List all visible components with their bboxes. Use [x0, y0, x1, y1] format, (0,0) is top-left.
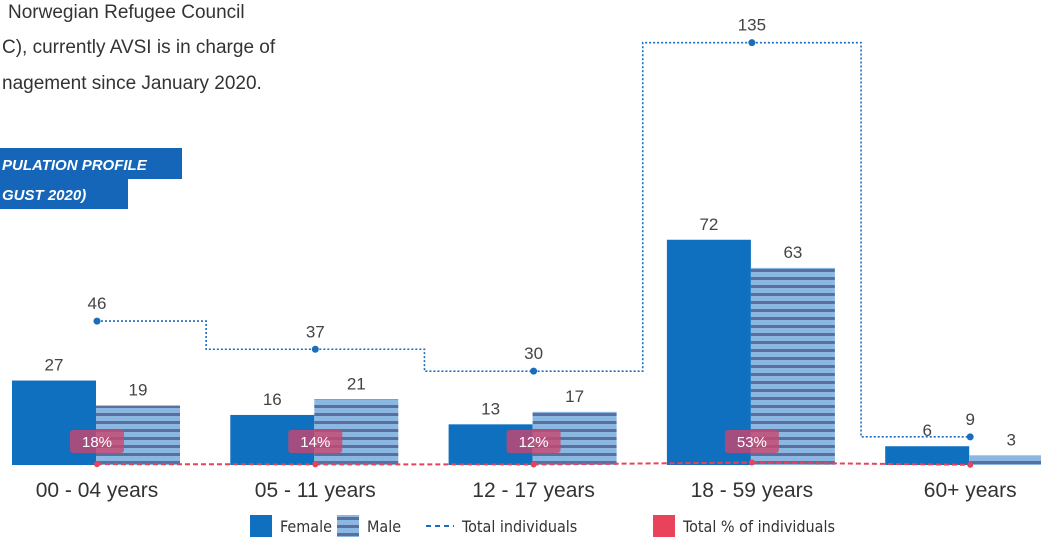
total-point	[966, 433, 974, 441]
percent-point	[530, 461, 537, 468]
value-label: 21	[347, 374, 366, 393]
legend-label: Total individuals	[461, 517, 577, 536]
percent-label: 53%	[737, 434, 767, 451]
total-label: 135	[738, 16, 766, 35]
header-box	[0, 179, 128, 209]
female-bar	[666, 239, 751, 465]
paragraph-line: C), currently AVSI is in charge of	[2, 37, 276, 58]
percent-line	[751, 461, 971, 466]
percent-label: 18%	[82, 434, 112, 451]
legend-swatch	[337, 515, 359, 537]
header-text: GUST 2020)	[2, 187, 86, 204]
x-tick-label: 12 - 17 years	[472, 479, 595, 502]
percent-point	[748, 459, 755, 466]
total-step-line	[97, 320, 316, 351]
value-label: 63	[783, 243, 802, 262]
total-step-line	[533, 41, 752, 372]
value-label: 3	[1006, 431, 1015, 450]
total-label: 30	[524, 344, 543, 363]
value-label: 17	[565, 387, 584, 406]
total-point	[530, 367, 538, 375]
value-label: 6	[922, 421, 931, 440]
total-label: 46	[88, 294, 107, 313]
paragraph-line: Norwegian Refugee Council	[8, 2, 245, 23]
male-bar	[969, 455, 1041, 465]
header-text: PULATION PROFILE	[2, 157, 148, 174]
legend-label: Female	[280, 517, 332, 536]
value-label: 72	[699, 215, 718, 234]
total-point	[311, 345, 319, 353]
value-label: 27	[45, 356, 64, 375]
percent-point	[967, 461, 974, 468]
female-bar	[885, 446, 970, 465]
legend-label: Male	[367, 517, 401, 536]
x-tick-label: 18 - 59 years	[691, 479, 814, 502]
header-box	[0, 148, 182, 179]
x-tick-label: 60+ years	[924, 479, 1017, 502]
x-tick-label: 05 - 11 years	[255, 479, 376, 502]
x-tick-label: 00 - 04 years	[36, 479, 159, 502]
total-point	[93, 317, 101, 325]
percent-label-box	[70, 430, 124, 453]
percent-label-box	[506, 430, 561, 453]
total-label: 9	[965, 410, 974, 429]
percent-line	[533, 461, 752, 466]
legend-swatch	[653, 515, 675, 537]
total-point	[748, 39, 756, 47]
legend-swatch	[250, 515, 272, 537]
total-step-line	[751, 41, 971, 438]
value-label: 13	[481, 399, 500, 418]
total-label: 37	[306, 322, 325, 341]
percent-point	[94, 461, 100, 468]
percent-label-box	[724, 430, 779, 453]
percent-label-box	[288, 430, 343, 453]
percent-point	[312, 461, 319, 468]
legend-label: Total % of individuals	[682, 517, 835, 536]
percent-label: 14%	[300, 434, 330, 451]
legend: Female Male Total individuals Total % of in…	[250, 515, 835, 537]
value-label: 16	[263, 390, 282, 409]
value-label: 19	[129, 381, 148, 400]
paragraph-line: nagement since January 2020.	[2, 73, 262, 94]
percent-label: 12%	[519, 434, 549, 451]
total-step-line	[315, 348, 534, 372]
